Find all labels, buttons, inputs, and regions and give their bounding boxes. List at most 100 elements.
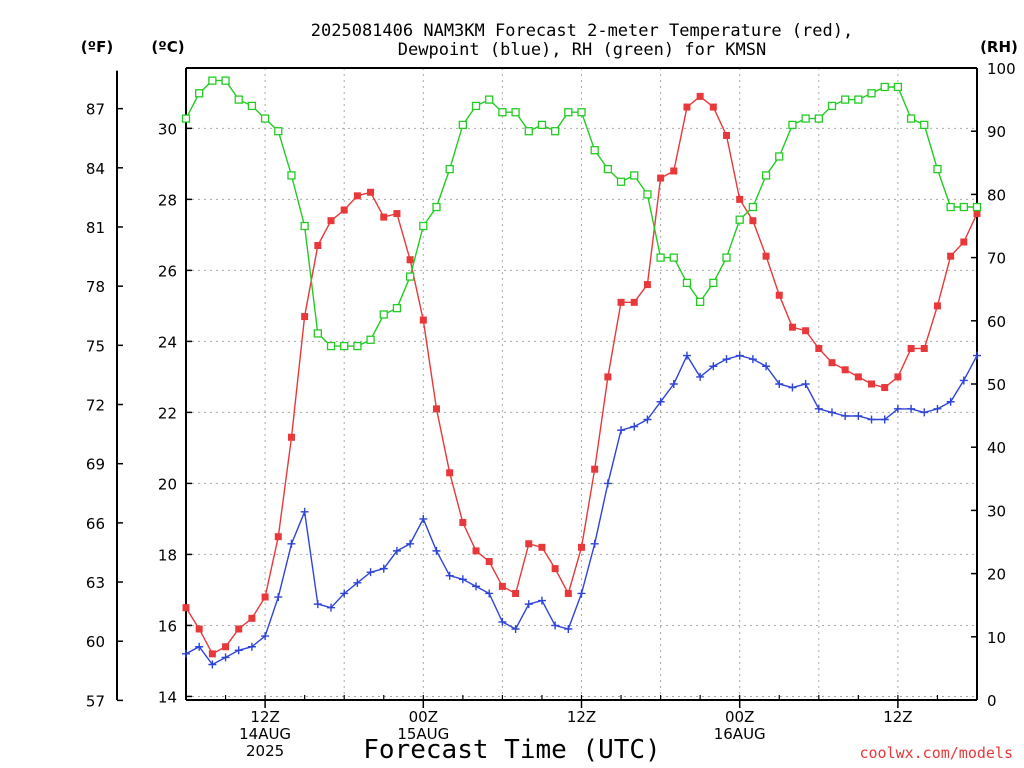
x-tick-label: 12Z xyxy=(250,708,279,726)
temperature-point xyxy=(709,103,717,111)
dewpoint-point xyxy=(827,408,836,417)
rh-point xyxy=(893,82,903,92)
rh-point xyxy=(195,89,204,98)
temperature-series xyxy=(182,92,981,658)
rh-point xyxy=(959,202,968,212)
dewpoint-point xyxy=(748,355,757,364)
rh-point xyxy=(814,114,823,123)
dewpoint-point xyxy=(696,372,705,381)
temperature-point xyxy=(894,373,902,381)
dewpoint-point xyxy=(445,571,454,580)
rh-tick-label: 70 xyxy=(987,250,1006,268)
temperature-point xyxy=(907,344,915,352)
rh-point xyxy=(181,114,191,123)
rh-point xyxy=(260,114,270,123)
fahrenheit-tick-label: 57 xyxy=(86,692,105,710)
temperature-point xyxy=(287,433,295,441)
temperature-point xyxy=(222,643,230,651)
temperature-point xyxy=(235,625,243,633)
dewpoint-point xyxy=(801,380,810,388)
rh-point xyxy=(735,215,744,224)
fahrenheit-tick-label: 81 xyxy=(86,219,105,237)
temperature-point xyxy=(208,650,216,658)
temperature-point xyxy=(406,256,414,264)
rh-point xyxy=(564,108,573,117)
x-tick-label: 15AUG xyxy=(397,725,449,743)
temperature-point xyxy=(485,558,493,566)
fahrenheit-tick-label: 63 xyxy=(86,574,105,592)
chart-title-line-2: Dewpoint (blue), RH (green) for KMSN xyxy=(398,40,766,60)
dewpoint-point xyxy=(419,514,428,523)
temperature-point xyxy=(841,366,849,374)
dewpoint-point xyxy=(788,383,797,392)
dewpoint-point xyxy=(511,624,520,633)
temperature-point xyxy=(564,589,572,597)
axes: 57 60 63 66 69 72 75 78 81 84 87 14 16 18 20 22 24 26 28 30… xyxy=(86,60,1016,760)
dewpoint-point xyxy=(208,660,217,669)
temperature-point xyxy=(551,565,559,573)
rh-tick-label: 90 xyxy=(987,123,1006,141)
rh-point xyxy=(801,114,810,123)
dewpoint-series xyxy=(182,351,981,669)
dewpoint-point xyxy=(366,568,375,577)
dewpoint-point xyxy=(854,411,863,420)
fahrenheit-tick-label: 87 xyxy=(86,101,105,119)
rh-point xyxy=(788,120,797,130)
rh-point xyxy=(722,253,731,262)
fahrenheit-tick-label: 66 xyxy=(86,515,105,533)
x-tick-label: 2025 xyxy=(246,742,284,760)
temperature-point xyxy=(762,252,770,260)
celsius-tick-label: 22 xyxy=(158,404,177,422)
temperature-point xyxy=(195,625,203,633)
dewpoint-point xyxy=(577,589,586,598)
temperature-point xyxy=(670,167,678,175)
dewpoint-point xyxy=(287,539,296,548)
rh-point xyxy=(590,146,599,155)
celsius-tick-label: 14 xyxy=(158,688,177,706)
rh-point xyxy=(841,95,850,104)
temperature-point xyxy=(340,206,348,214)
rh-point xyxy=(221,76,230,85)
celsius-tick-label: 26 xyxy=(158,262,177,280)
temperature-point xyxy=(498,582,506,590)
dewpoint-point xyxy=(590,539,599,548)
temperature-point xyxy=(419,316,427,324)
dewpoint-point xyxy=(353,578,362,587)
rh-point xyxy=(946,202,955,212)
rh-point xyxy=(326,341,336,351)
temperature-point xyxy=(868,380,876,388)
x-tick-label: 00Z xyxy=(409,708,438,726)
x-tick-label: 00Z xyxy=(725,708,754,726)
rh-point xyxy=(405,272,415,281)
dewpoint-point xyxy=(274,593,283,602)
rh-point xyxy=(603,164,613,174)
temperature-point xyxy=(617,298,625,306)
dewpoint-point xyxy=(432,546,441,555)
rh-point xyxy=(234,95,243,104)
rh-point xyxy=(920,120,929,130)
rh-point xyxy=(208,76,217,85)
rh-point xyxy=(498,108,507,117)
temperature-point xyxy=(947,252,955,260)
dewpoint-point xyxy=(893,404,902,413)
temperature-point xyxy=(657,174,665,182)
rh-tick-label: 60 xyxy=(987,313,1006,331)
rh-point xyxy=(485,95,494,104)
fahrenheit-tick-label: 75 xyxy=(86,337,105,355)
temperature-point xyxy=(723,131,731,139)
dewpoint-point xyxy=(261,632,270,641)
celsius-tick-label: 16 xyxy=(158,617,177,635)
rh-point xyxy=(775,152,784,161)
dewpoint-point xyxy=(841,411,850,420)
rh-point xyxy=(577,108,586,117)
temperature-point xyxy=(459,518,467,526)
dewpoint-point xyxy=(234,646,243,655)
dewpoint-point xyxy=(537,596,546,605)
rh-point xyxy=(643,190,652,199)
dewpoint-point xyxy=(221,653,230,662)
dewpoint-point xyxy=(379,564,388,573)
temperature-point xyxy=(301,313,309,321)
temperature-point xyxy=(182,604,190,612)
x-tick-label: 12Z xyxy=(567,708,596,726)
